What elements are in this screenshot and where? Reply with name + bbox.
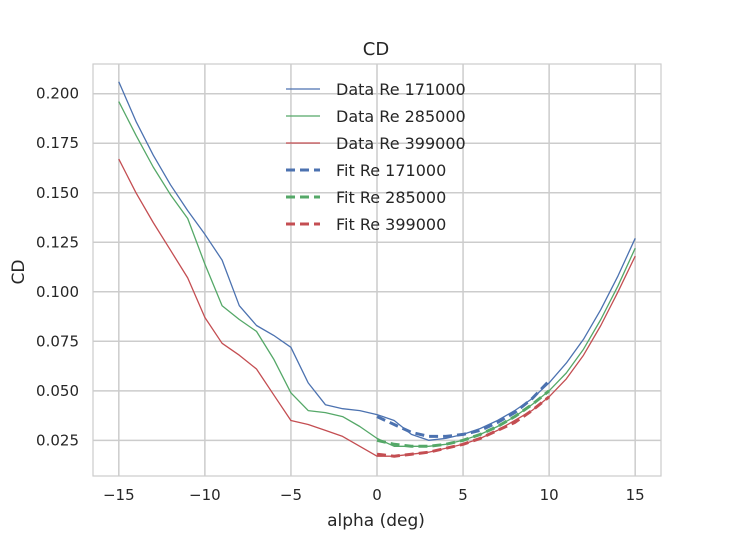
legend-label: Data Re 171000 [336, 80, 466, 99]
series [118, 81, 636, 458]
y-axis-label: CD [9, 260, 29, 285]
grid [92, 63, 662, 477]
legend: Data Re 171000 Data Re 285000 Data Re 3990… [286, 80, 466, 234]
x-tick-label: −15 [103, 486, 135, 504]
series-line-fit-re-399000 [376, 395, 551, 458]
y-tick-label: 0.025 [36, 431, 79, 449]
y-tick-label: 0.150 [36, 184, 79, 202]
legend-label: Data Re 399000 [336, 134, 466, 153]
legend-label: Fit Re 399000 [336, 215, 446, 234]
x-axis-label: alpha (deg) [327, 511, 425, 531]
x-tick-label: 0 [372, 486, 382, 504]
legend-label: Fit Re 171000 [336, 161, 446, 180]
series-line-data-re-171000 [118, 81, 636, 441]
y-tick-label: 0.100 [36, 283, 79, 301]
y-tick-label: 0.050 [36, 382, 79, 400]
chart-title: CD [363, 39, 389, 60]
y-tick-label: 0.175 [36, 134, 79, 152]
x-tick-label: 10 [540, 486, 559, 504]
axes: −15 −10 −5 0 5 10 15 0.025 0.050 0.075 0.100 0.125 0… [36, 85, 645, 504]
x-tick-label: −5 [280, 486, 302, 504]
x-tick-label: −10 [189, 486, 221, 504]
legend-label: Fit Re 285000 [336, 188, 446, 207]
y-tick-label: 0.125 [36, 233, 79, 251]
series-line-fit-re-285000 [376, 389, 551, 448]
series-line-fit-re-171000 [376, 379, 551, 438]
legend-label: Data Re 285000 [336, 107, 466, 126]
x-tick-label: 15 [626, 486, 645, 504]
x-tick-label: 5 [458, 486, 468, 504]
y-tick-label: 0.075 [36, 332, 79, 350]
y-tick-label: 0.200 [36, 85, 79, 103]
